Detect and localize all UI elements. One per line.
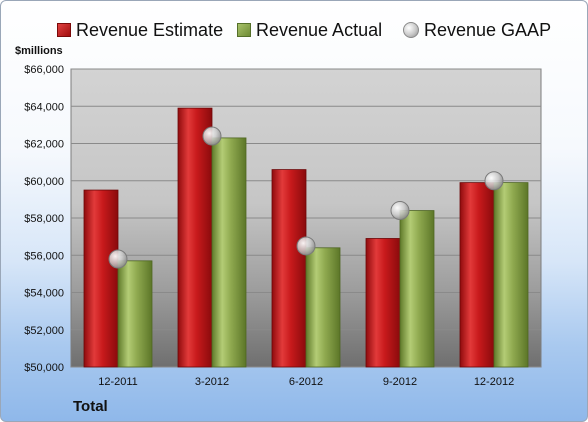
marker-revenue-gaap bbox=[108, 249, 128, 269]
legend-swatch-revenue-actual bbox=[237, 23, 251, 37]
x-tick-label: 9-2012 bbox=[383, 376, 417, 388]
bar-revenue-actual bbox=[117, 260, 153, 368]
legend-swatch-revenue-estimate bbox=[57, 23, 71, 37]
bar-revenue-estimate bbox=[83, 189, 119, 368]
y-axis-unit-label: $millions bbox=[15, 45, 63, 57]
legend-item-revenue-actual: Revenue Actual bbox=[237, 15, 382, 45]
legend-label-revenue-estimate: Revenue Estimate bbox=[76, 19, 224, 40]
marker-revenue-gaap bbox=[202, 126, 222, 146]
y-axis: $50,000 $52,000 $54,000 $56,000 $58,000 $60,0… bbox=[24, 64, 64, 374]
legend-item-revenue-estimate: Revenue Estimate bbox=[57, 15, 223, 45]
x-tick-label: 3-2012 bbox=[195, 376, 229, 388]
y-tick-label: $56,000 bbox=[24, 250, 64, 262]
bar-revenue-estimate bbox=[271, 169, 307, 368]
legend-item-revenue-gaap: Revenue GAAP bbox=[403, 15, 551, 45]
marker-revenue-gaap bbox=[296, 236, 316, 256]
marker-revenue-gaap bbox=[390, 201, 410, 221]
legend: Revenue Estimate Revenue Actual Revenue … bbox=[1, 15, 587, 45]
gaap-markers bbox=[108, 126, 504, 269]
y-tick-label: $58,000 bbox=[24, 213, 64, 225]
bar-revenue-actual bbox=[493, 182, 529, 368]
bar-revenue-estimate bbox=[177, 107, 213, 368]
y-tick-label: $64,000 bbox=[24, 101, 64, 113]
y-tick-label: $52,000 bbox=[24, 325, 64, 337]
x-axis: 12-2011 3-2012 6-2012 9-2012 12-2012 bbox=[98, 376, 514, 388]
footer-total-label: Total bbox=[73, 398, 108, 415]
bar-revenue-actual bbox=[399, 210, 435, 368]
legend-marker-revenue-gaap bbox=[403, 22, 419, 38]
bar-revenue-estimate bbox=[365, 238, 401, 368]
y-tick-label: $62,000 bbox=[24, 139, 64, 151]
bar-revenue-estimate bbox=[459, 182, 495, 368]
bar-revenue-actual bbox=[305, 247, 341, 368]
x-tick-label: 6-2012 bbox=[289, 376, 323, 388]
bars bbox=[83, 107, 529, 368]
y-tick-label: $54,000 bbox=[24, 288, 64, 300]
y-tick-label: $50,000 bbox=[24, 362, 64, 374]
legend-label-revenue-actual: Revenue Actual bbox=[256, 19, 383, 40]
marker-revenue-gaap bbox=[484, 171, 504, 191]
x-tick-label: 12-2011 bbox=[98, 376, 138, 388]
x-tick-label: 12-2012 bbox=[474, 376, 514, 388]
bar-revenue-actual bbox=[211, 137, 247, 368]
y-tick-label: $66,000 bbox=[24, 64, 64, 76]
legend-label-revenue-gaap: Revenue GAAP bbox=[424, 19, 552, 40]
y-tick-label: $60,000 bbox=[24, 176, 64, 188]
